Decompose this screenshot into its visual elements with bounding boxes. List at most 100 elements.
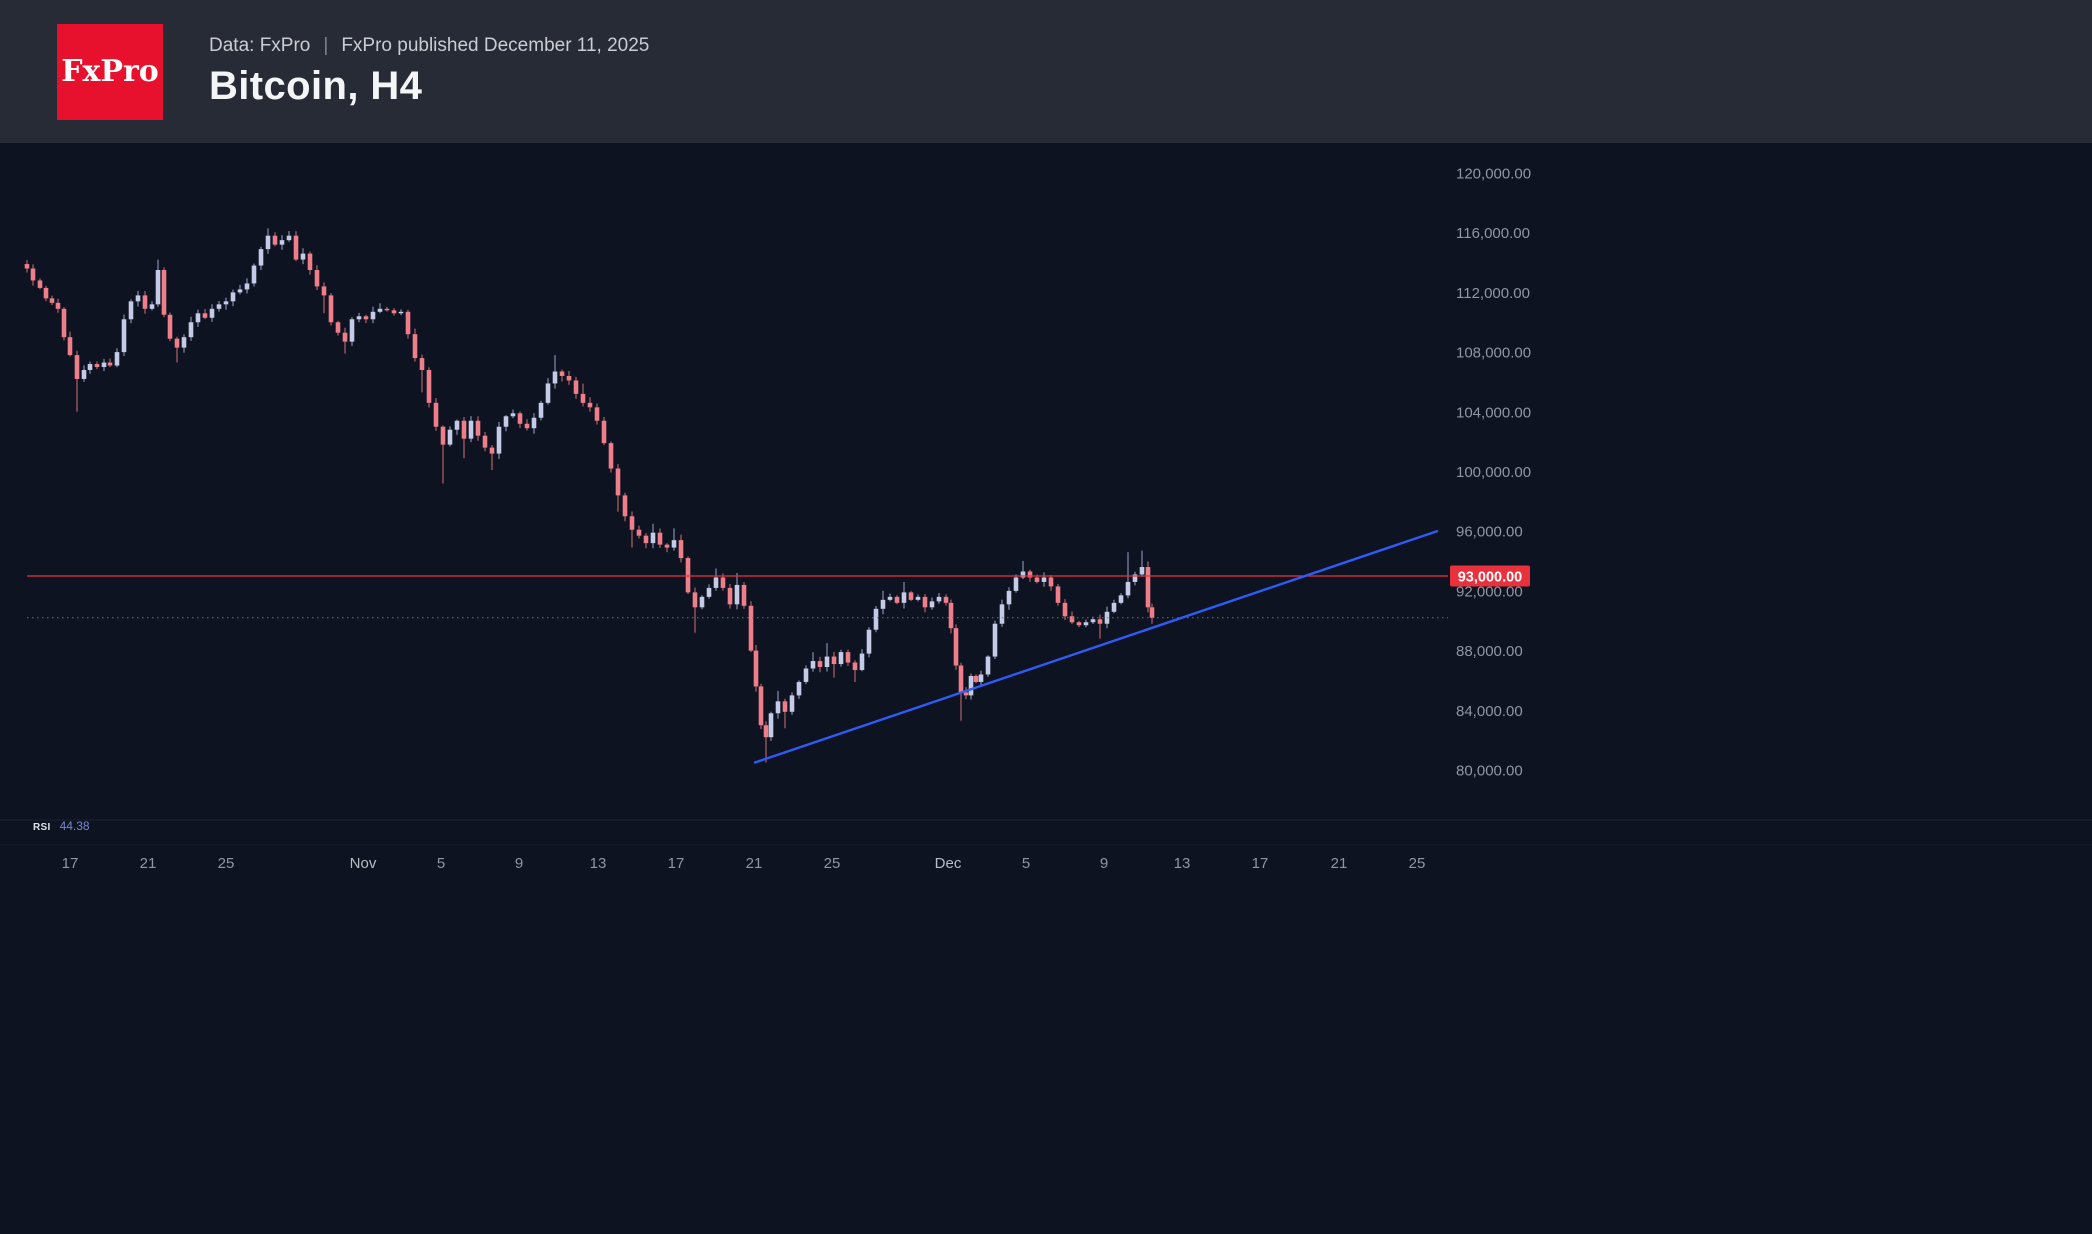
- candle-body: [803, 668, 809, 682]
- candle-body: [817, 661, 823, 668]
- candle: [1149, 603, 1155, 624]
- candle: [580, 383, 586, 407]
- candle: [943, 594, 949, 606]
- candle: [87, 361, 93, 374]
- candle-body: [128, 301, 134, 320]
- candle-body: [377, 308, 383, 312]
- candle: [671, 528, 677, 551]
- candle-body: [678, 540, 684, 559]
- candle: [335, 320, 341, 336]
- candle: [101, 358, 107, 372]
- candle: [657, 528, 663, 549]
- candle-body: [419, 358, 425, 371]
- candle-body: [1118, 595, 1124, 603]
- time-axis-label: 5: [437, 855, 445, 872]
- candle: [209, 304, 215, 322]
- candle-body: [978, 674, 984, 682]
- candle-body: [699, 596, 705, 608]
- candlestick-chart-canvas[interactable]: 120,000.00 116,000.00 112,000.00 108,000.00…: [0, 143, 2092, 1234]
- candle-body: [963, 692, 969, 696]
- candle: [419, 354, 425, 393]
- candle-body: [293, 235, 299, 260]
- time-axis[interactable]: 17 21 25 Nov 5 9 13 17 21 25 Dec 5 9 13 17 21 25: [62, 855, 1426, 872]
- candle: [594, 403, 600, 425]
- price-axis-label: 92,000.00: [1456, 583, 1523, 600]
- candle: [692, 587, 698, 633]
- candle-body: [741, 584, 747, 606]
- candle-body: [720, 577, 726, 588]
- time-axis-label: 21: [746, 855, 763, 872]
- candle: [1083, 619, 1089, 628]
- candles-group: [24, 228, 1155, 763]
- resistance-price-badge: 93,000.00: [1450, 565, 1530, 587]
- candle: [908, 591, 914, 602]
- candle-body: [87, 364, 93, 371]
- candle: [727, 583, 733, 609]
- candle-body: [440, 426, 446, 445]
- candle-body: [958, 665, 964, 693]
- candle-body: [155, 270, 161, 305]
- time-axis-month-label: Dec: [935, 855, 962, 872]
- candle-body: [622, 495, 628, 517]
- candle-body: [1125, 581, 1131, 596]
- candle: [128, 299, 134, 324]
- candle: [866, 627, 872, 658]
- candle-body: [496, 426, 502, 454]
- candle-body: [650, 532, 656, 544]
- price-badge-label: 93,000.00: [1458, 569, 1523, 585]
- candle: [1013, 574, 1019, 593]
- candle-body: [824, 656, 830, 668]
- candle-body: [1062, 602, 1068, 617]
- price-axis-label: 108,000.00: [1456, 345, 1531, 362]
- candle-body: [1076, 622, 1082, 626]
- candle: [149, 301, 155, 311]
- candle-body: [1083, 622, 1089, 626]
- candle: [342, 327, 348, 354]
- candle: [510, 409, 516, 419]
- candle: [985, 655, 991, 677]
- candle: [174, 336, 180, 363]
- candle: [650, 523, 656, 549]
- candle-body: [985, 656, 991, 675]
- time-axis-label: 9: [515, 855, 523, 872]
- candle: [461, 416, 467, 459]
- candle: [859, 649, 865, 672]
- candle-body: [727, 587, 733, 605]
- candle-body: [1034, 577, 1040, 582]
- candle-body: [763, 725, 769, 738]
- price-axis[interactable]: 120,000.00 116,000.00 112,000.00 108,000.00…: [1456, 166, 1531, 780]
- candle-body: [601, 420, 607, 444]
- candle-body: [300, 253, 306, 260]
- candle-body: [121, 319, 127, 353]
- candle: [135, 290, 141, 307]
- ascending-trendline[interactable]: [753, 530, 1439, 764]
- candle: [307, 251, 313, 275]
- candle: [852, 660, 858, 682]
- candle: [789, 692, 795, 715]
- candle-body: [880, 599, 886, 609]
- header: FxPro Data: FxPro | FxPro published Dece…: [0, 0, 2092, 143]
- candle-body: [328, 295, 334, 323]
- candle: [61, 307, 67, 341]
- candle: [615, 464, 621, 512]
- candle: [678, 534, 684, 563]
- candle-body: [426, 370, 432, 403]
- candle: [230, 289, 236, 307]
- candle: [524, 419, 530, 431]
- candle: [873, 605, 879, 633]
- candle: [74, 350, 80, 412]
- candle: [94, 361, 100, 370]
- candle: [559, 369, 565, 382]
- candle: [265, 228, 271, 254]
- candle: [237, 284, 243, 295]
- candle-body: [838, 652, 844, 665]
- candle-body: [188, 322, 194, 338]
- time-axis-label: 21: [140, 855, 157, 872]
- candle: [496, 422, 502, 459]
- candle: [587, 397, 593, 412]
- price-axis-label: 120,000.00: [1456, 166, 1531, 183]
- candle-body: [49, 298, 55, 303]
- candle-body: [370, 311, 376, 320]
- candle-body: [908, 592, 914, 600]
